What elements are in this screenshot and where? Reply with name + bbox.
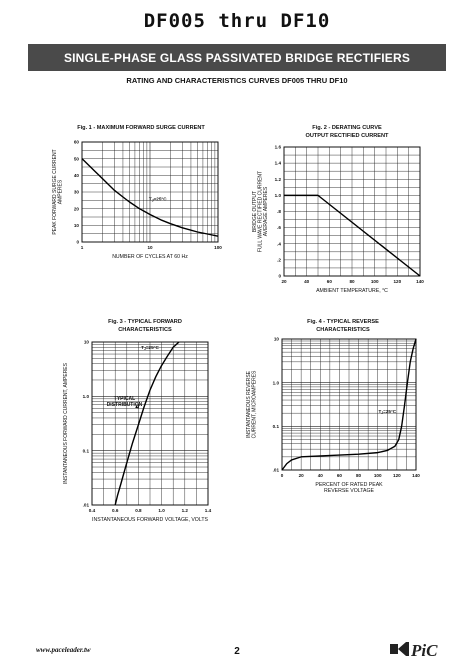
document-title: DF005 thru DF10 [143, 10, 331, 32]
fig2-y-tick-label: .2 [277, 257, 281, 262]
fig2-x-tick-label: 140 [416, 279, 424, 284]
company-logo: PiC [390, 641, 438, 660]
fig2-title: Fig. 2 - DERATING CURVE OUTPUT RECTIFIED … [305, 125, 389, 139]
fig1-x-tick-label: 10 [147, 245, 153, 250]
fig3-title: Fig. 3 - TYPICAL FORWARD CHARACTERISTICS [108, 319, 182, 333]
fig1-y-tick-label: 0 [76, 240, 79, 245]
fig1-annotation-tj: TJ=25°C [149, 196, 167, 202]
fig1-y-tick-label: 50 [74, 156, 80, 161]
fig1-frame [81, 141, 219, 243]
fig1-grid [81, 141, 218, 243]
fig1-y-tick-label: 60 [74, 140, 80, 145]
fig2-frame [283, 146, 421, 277]
fig2-x-tick-label: 40 [304, 279, 310, 284]
footer-url: www.paceleader.tw [36, 646, 91, 654]
fig2-y-tick-label: 1.4 [275, 161, 282, 166]
fig2-y-axis-label: FULL WAVE RECTIFIED CURRENT [258, 171, 264, 252]
fig4-frame [281, 338, 417, 471]
fig4-x-tick-label: 0 [281, 473, 284, 478]
fig4-x-axis-label: REVERSE VOLTAGE [324, 488, 375, 494]
fig1-y-tick-label: 20 [74, 206, 80, 211]
fig2-y-tick-label: 1.2 [275, 177, 282, 182]
fig1-y-axis-label: AMPERES [58, 179, 64, 204]
fig4-x-tick-label: 140 [412, 473, 420, 478]
product-banner: SINGLE-PHASE GLASS PASSIVATED BRIDGE REC… [28, 44, 446, 71]
fig3-x-tick-label: 0.8 [135, 508, 142, 513]
fig1-title: Fig. 1 - MAXIMUM FORWARD SURGE CURRENT [77, 125, 205, 131]
fig4-x-axis-label: PERCENT OF RATED PEAK [315, 482, 383, 488]
fig4-y-tick-label: .01 [273, 468, 280, 473]
fig3-x-tick-label: 1.4 [205, 508, 212, 513]
fig3-frame [91, 341, 209, 506]
fig3-y-tick-label: .01 [83, 503, 90, 508]
fig2-y-tick-label: 0 [278, 274, 281, 279]
fig1-x-tick-label: 100 [214, 245, 222, 250]
fig3-y-axis-label: INSTANTANEOUS FORWARD CURRENT, AMPERES [63, 362, 69, 484]
fig3-annotation-distribution: DISTRIBUTION [107, 402, 143, 408]
fig4-y-axis-label: CURRENT, MICROAMPERES [252, 370, 258, 438]
fig4-annotation-tj: TJ=25°C [378, 409, 396, 415]
fig2-series-line [284, 194, 421, 277]
fig3-y-tick-label: 10 [84, 340, 90, 345]
fig2-y-axis-label: BRIDGE OUTPUT [252, 191, 258, 232]
fig2-y-tick-label: 1.6 [275, 145, 282, 150]
fig2-x-tick-label: 60 [327, 279, 333, 284]
fig1-x-tick-label: 1 [81, 245, 84, 250]
fig2-y-tick-label: 1.0 [275, 193, 282, 198]
fig1-y-tick-label: 30 [74, 190, 80, 195]
fig3-annotation-typical: TYPICAL [114, 396, 135, 402]
fig4-y-tick-label: 1.0 [273, 380, 280, 385]
fig3-y-tick-label: 0.1 [83, 448, 90, 453]
fig3-x-tick-label: 1.0 [158, 508, 165, 513]
logo-text: PiC [410, 641, 438, 660]
fig4-title: Fig. 4 - TYPICAL REVERSE CHARACTERISTICS [307, 319, 379, 333]
fig4-x-tick-label: 40 [318, 473, 324, 478]
fig2-y-axis-label: AVERAGE AMPERES [263, 186, 269, 236]
fig4-x-tick-label: 20 [299, 473, 305, 478]
fig3-x-tick-label: 1.2 [182, 508, 189, 513]
fig3-annotation-tj: TJ=25°C [141, 345, 159, 351]
fig2-y-tick-label: .8 [277, 209, 281, 214]
fig3-annotation-arrowhead [135, 405, 139, 409]
fig2-y-tick-label: .4 [277, 241, 281, 246]
fig4-series-line [281, 338, 417, 471]
fig3-series-line [114, 341, 180, 506]
fig4-y-tick-label: 10 [274, 337, 280, 342]
fig1-y-tick-label: 10 [74, 223, 80, 228]
fig2-x-tick-label: 80 [349, 279, 355, 284]
fig4-y-axis-label: INSTANTANEOUS REVERSE [246, 370, 252, 438]
fig4-x-tick-label: 120 [393, 473, 401, 478]
fig4-y-tick-label: 0.1 [273, 424, 280, 429]
fig1-y-axis-label: PEAK FORWARD SURGE CURRENT [52, 149, 58, 234]
fig2-x-tick-label: 20 [281, 279, 287, 284]
fig3-y-tick-label: 1.0 [83, 394, 90, 399]
page-number: 2 [234, 646, 240, 657]
fig4-x-tick-label: 100 [374, 473, 382, 478]
fig4-x-tick-label: 60 [337, 473, 343, 478]
document-subtitle: RATING AND CHARACTERISTICS CURVES DF005 … [126, 76, 348, 85]
fig3-x-tick-label: 0.4 [89, 508, 96, 513]
fig2-y-tick-label: .6 [277, 225, 281, 230]
fig2-x-tick-label: 120 [393, 279, 401, 284]
fig4-x-tick-label: 80 [356, 473, 362, 478]
fig3-x-tick-label: 0.6 [112, 508, 119, 513]
fig3-x-axis-label: INSTANTANEOUS FORWARD VOLTAGE, VOLTS [92, 517, 208, 523]
fig1-x-axis-label: NUMBER OF CYCLES AT 60 Hz [112, 254, 188, 260]
fig1-series-line [81, 158, 219, 237]
fig2-x-tick-label: 100 [371, 279, 379, 284]
fig1-y-tick-label: 40 [74, 173, 80, 178]
fig4-grid [281, 339, 417, 471]
fig2-x-axis-label: AMBIENT TEMPERATURE, °C [316, 288, 388, 294]
